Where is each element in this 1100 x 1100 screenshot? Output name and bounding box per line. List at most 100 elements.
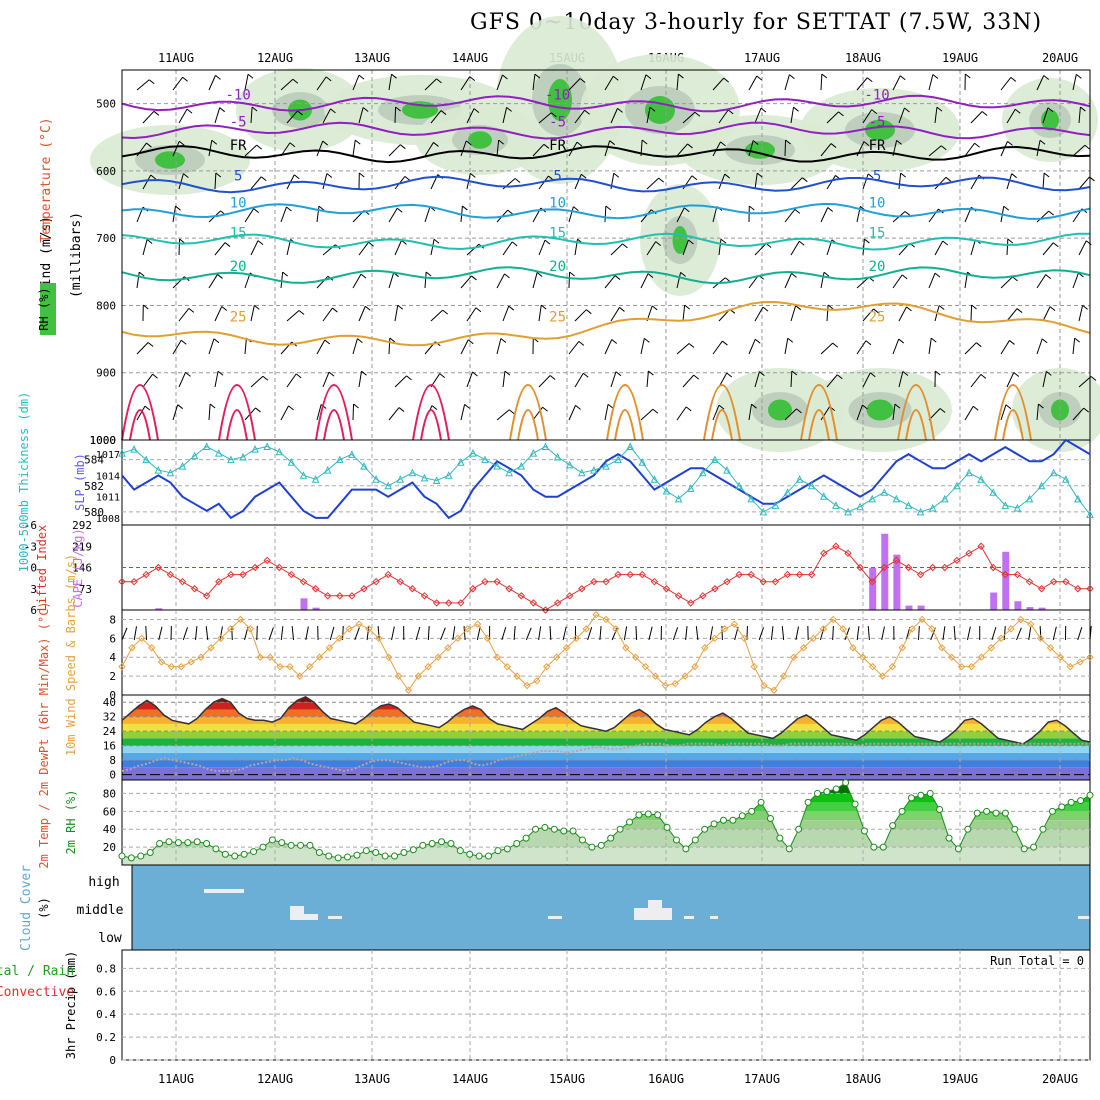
cloud-block xyxy=(204,889,244,893)
wind-barb xyxy=(970,111,983,124)
wind-barb xyxy=(502,371,506,388)
wind-barb xyxy=(1078,176,1090,190)
lifted-index-point xyxy=(1013,570,1022,579)
wind-speed-point xyxy=(1017,615,1025,624)
wind-barb xyxy=(1010,77,1017,82)
wind-barb xyxy=(352,403,355,421)
wind-barb xyxy=(604,339,613,355)
wind-speed-point xyxy=(720,625,729,633)
wind-barb xyxy=(964,342,977,355)
wind-barb xyxy=(820,342,834,355)
rh-point xyxy=(353,851,361,859)
wind-barb xyxy=(862,372,871,388)
wind-barb xyxy=(1014,108,1021,114)
wind-speed-point xyxy=(730,620,739,628)
thickness-point xyxy=(287,458,296,466)
rh-point xyxy=(456,847,464,855)
wind-barb xyxy=(953,626,956,641)
wind-barb xyxy=(316,275,329,289)
wind-barb xyxy=(217,370,224,376)
thickness-axis-label: 1000-500mb Thickness (dm) xyxy=(17,392,31,573)
rh-shade xyxy=(865,119,895,141)
surface-contour xyxy=(614,409,636,441)
wind-barb xyxy=(466,243,480,256)
wind-barb xyxy=(209,403,216,409)
day-label-bottom: 19AUG xyxy=(942,1072,978,1086)
rh-point xyxy=(165,838,173,846)
lifted-index-point xyxy=(202,592,211,600)
wind-barb xyxy=(795,626,800,641)
wind-barb xyxy=(930,337,937,343)
wind-speed-point xyxy=(315,653,324,661)
wind-barb xyxy=(676,207,685,223)
rh-point xyxy=(757,798,765,806)
wind-barb xyxy=(649,106,656,112)
wind-barb xyxy=(291,626,295,641)
surface-contour xyxy=(420,409,442,441)
lifted-index-point xyxy=(953,556,961,565)
lifted-index-point xyxy=(444,599,453,607)
wind-speed-point xyxy=(908,625,916,633)
cape-bar xyxy=(1014,601,1022,610)
wind-barb xyxy=(538,112,552,124)
thickness-point xyxy=(880,488,889,496)
rh-band xyxy=(122,811,1090,821)
thickness-point xyxy=(481,455,489,464)
wind-speed-point xyxy=(276,662,284,671)
lifted-index-point xyxy=(517,592,526,600)
wind-barb xyxy=(604,275,616,289)
lifted-index-point xyxy=(1001,570,1010,579)
cape-bar xyxy=(881,533,889,610)
lifted-index-point xyxy=(759,577,768,586)
rh-point xyxy=(625,818,633,826)
rh-point xyxy=(381,852,389,860)
isotherm-label: 10 xyxy=(230,195,247,211)
lifted-index-point xyxy=(469,585,477,593)
wind-barb xyxy=(934,176,947,190)
wind-barb xyxy=(433,238,440,244)
wind-barb xyxy=(1052,626,1057,641)
wind-barb xyxy=(534,73,541,79)
wind-barb xyxy=(185,371,191,377)
wind-speed-point xyxy=(1007,625,1015,633)
wind-barb xyxy=(970,239,976,256)
rh-point xyxy=(898,807,906,815)
cape-axis-label: CAPE (J/kg) xyxy=(71,528,85,607)
y-tick-label-right: 292 xyxy=(72,519,92,532)
wind-barb xyxy=(353,403,359,409)
y-tick-label: 40 xyxy=(103,823,116,836)
y-tick-label: 24 xyxy=(103,725,117,738)
wind-barb xyxy=(433,142,439,147)
wind-speed-point xyxy=(256,653,264,661)
y-tick-label: 0.8 xyxy=(96,962,116,975)
precip-axis-label: 3hr Precip (mm) xyxy=(64,951,78,1059)
rh-point xyxy=(588,843,596,851)
wind-barb xyxy=(939,408,946,413)
wind-barb xyxy=(754,173,758,190)
wind-barb xyxy=(318,205,325,211)
wind-barb xyxy=(464,404,470,409)
y-tick-label: -6 xyxy=(24,519,37,532)
surface-contour xyxy=(129,409,151,441)
rh-point xyxy=(701,825,709,833)
wind-barb xyxy=(580,173,587,179)
wind-barb xyxy=(904,211,911,216)
wind-barb xyxy=(1072,407,1085,421)
rh-point xyxy=(174,839,182,847)
y-tick-label: 800 xyxy=(96,299,116,312)
thickness-point xyxy=(420,473,429,482)
wind-speed-point xyxy=(691,662,699,671)
rh-point xyxy=(221,850,229,858)
wind-barb xyxy=(934,272,941,278)
run-total-label: Run Total = 0 xyxy=(990,954,1084,968)
lifted-index-point xyxy=(602,577,610,586)
y-tick-label: 60 xyxy=(103,805,116,818)
y-tick-label: 4 xyxy=(109,651,116,664)
wind-barb xyxy=(781,626,785,641)
wind-barb xyxy=(322,108,331,124)
lifted-index-point xyxy=(844,549,852,558)
wind-barb xyxy=(863,141,870,147)
rh-legend-swatch xyxy=(40,283,56,335)
wind-speed-point xyxy=(454,634,462,643)
thickness-point xyxy=(130,445,138,453)
